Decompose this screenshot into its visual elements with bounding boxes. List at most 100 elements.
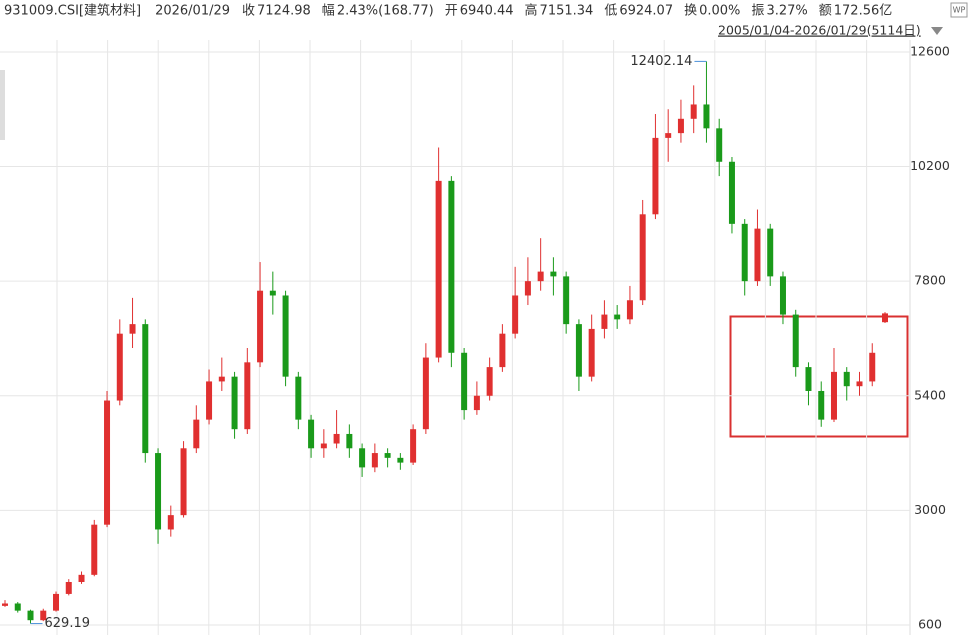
candle-body <box>473 395 480 411</box>
candle-body <box>65 581 72 594</box>
code: 931009.CSI[建筑材料] <box>4 3 141 19</box>
candle-body <box>499 333 506 368</box>
candle-body <box>91 524 98 575</box>
candle-body <box>843 371 850 387</box>
field-label: 高 <box>525 3 538 19</box>
side-handle <box>0 70 5 140</box>
candle-body <box>563 276 570 325</box>
candle-body <box>537 271 544 282</box>
candle-body <box>2 603 8 606</box>
candle-body <box>129 324 136 334</box>
candle-body <box>728 161 735 224</box>
field-label: 收 <box>242 4 255 19</box>
candle-body <box>448 180 455 353</box>
field-label: 开 <box>445 4 458 19</box>
field-value: 7124.98 <box>257 4 311 19</box>
candle-body <box>116 333 123 401</box>
candle-body <box>652 137 659 215</box>
field-label: 低 <box>604 4 617 19</box>
candle-body <box>282 295 289 377</box>
candle-body <box>614 314 621 320</box>
candle-body <box>818 390 825 420</box>
max-label: 12402.14 <box>630 54 692 69</box>
y-tick-label: 12600 <box>910 43 950 58</box>
candle-body <box>703 104 710 129</box>
header: 931009.CSI[建筑材料] 2026/01/29 收 7124.98 幅 2.43%… <box>4 3 892 19</box>
min-label: 629.19 <box>45 616 91 631</box>
candle-body <box>257 290 264 363</box>
candle-body <box>397 457 404 463</box>
candle-body <box>550 271 557 277</box>
candle-body <box>805 367 812 391</box>
date: 2026/01/29 <box>155 4 230 19</box>
candle-body <box>716 128 723 162</box>
candle-body <box>767 228 774 277</box>
dropdown-icon[interactable] <box>931 27 943 35</box>
y-tick-label: 600 <box>918 616 942 631</box>
candle-body <box>512 295 519 334</box>
field-value: 2.43%(168.77) <box>337 4 434 19</box>
candle-body <box>193 419 200 449</box>
candle-body <box>295 376 302 420</box>
candle-body <box>27 610 34 621</box>
field-value: 6940.44 <box>460 4 514 19</box>
y-tick-label: 3000 <box>914 502 946 517</box>
date-range[interactable]: 2005/01/04-2026/01/29(5114日) <box>718 23 921 38</box>
candle-body <box>856 381 863 387</box>
candle-body <box>575 324 582 377</box>
candle-body <box>779 276 786 315</box>
candle-body <box>231 376 238 430</box>
icon-box[interactable] <box>950 2 968 18</box>
candle-body <box>422 357 429 430</box>
field-value: 172.56亿 <box>834 4 893 19</box>
candle-body <box>882 313 888 323</box>
candle-body <box>346 433 353 449</box>
y-tick-label: 10200 <box>910 158 950 173</box>
candle-body <box>792 314 799 368</box>
field-label: 换 <box>684 4 697 19</box>
candle-body <box>588 328 595 377</box>
icon-label[interactable]: WP <box>953 6 966 15</box>
candle-body <box>486 367 493 396</box>
candle-body <box>269 290 276 296</box>
candle-body <box>601 314 608 329</box>
candle-body <box>244 362 251 430</box>
candle-body <box>524 281 531 296</box>
candle-body <box>741 223 748 282</box>
candle-body <box>665 133 672 138</box>
candle-body <box>78 574 85 582</box>
y-tick-label: 7800 <box>914 273 946 288</box>
candle-body <box>639 214 646 301</box>
candle-body <box>461 352 468 411</box>
candle-body <box>180 448 187 516</box>
field-value: 3.27% <box>766 4 807 19</box>
candle-body <box>320 443 327 449</box>
candle-body <box>333 433 340 444</box>
candle-body <box>218 376 225 382</box>
candle-body <box>359 448 366 468</box>
candle-body <box>53 593 60 611</box>
highlight-box <box>729 315 909 438</box>
field-label: 额 <box>819 4 832 19</box>
candle-body <box>677 118 684 134</box>
field-value: 6924.07 <box>619 4 673 19</box>
candle-body <box>371 453 378 468</box>
field-value: 0.00% <box>699 4 740 19</box>
candle-body <box>155 453 162 530</box>
candle-body <box>830 371 837 420</box>
candle-body <box>754 228 761 282</box>
field-label: 幅 <box>322 4 335 19</box>
field-label: 振 <box>751 4 764 19</box>
candle-body <box>14 603 21 611</box>
candle-body <box>690 104 697 119</box>
candle-body <box>869 352 876 382</box>
candle-body <box>142 324 149 454</box>
candle-body <box>308 419 315 449</box>
candle-body <box>410 429 417 463</box>
candle-body <box>40 610 47 621</box>
candle-body <box>104 400 111 525</box>
field-value: 7151.34 <box>540 4 594 19</box>
candle-body <box>206 381 213 420</box>
candle-body <box>626 300 633 320</box>
